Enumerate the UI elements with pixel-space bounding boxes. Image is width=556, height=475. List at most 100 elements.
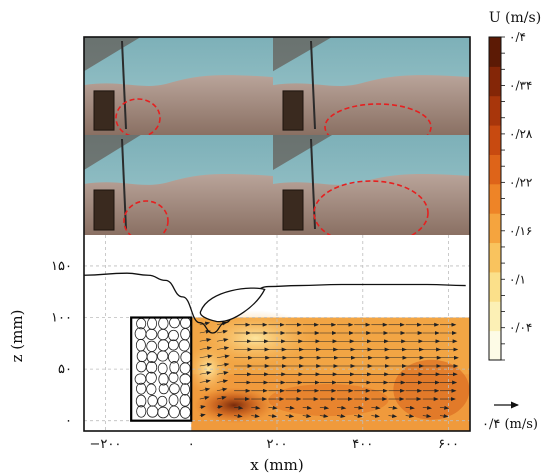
highlight-ellipse bbox=[313, 180, 429, 246]
colorbar-band bbox=[489, 330, 501, 361]
y-tick-label: ۵۰ bbox=[58, 362, 72, 377]
velocity-vector bbox=[199, 362, 213, 367]
plot-area: −۲۰۰ ۰ ۲۰۰ ۴۰۰ ۶۰۰ ۰ ۵۰ ۱۰۰ ۱۵۰ bbox=[51, 235, 470, 452]
photo-structure-block bbox=[282, 189, 304, 231]
porous-stone bbox=[158, 373, 169, 386]
velocity-vector bbox=[199, 405, 206, 410]
velocity-vector bbox=[302, 405, 312, 410]
porous-stone bbox=[157, 406, 169, 419]
photo-shadow bbox=[273, 37, 333, 72]
velocity-vector bbox=[199, 354, 213, 359]
velocity-vector bbox=[199, 387, 211, 392]
x-tick-label: ۶۰۰ bbox=[438, 437, 459, 452]
x-axis-label: x (mm) bbox=[250, 456, 303, 474]
photo-top-right bbox=[273, 37, 470, 151]
porous-stone bbox=[158, 383, 169, 395]
velocity-vector bbox=[371, 414, 380, 418]
velocity-vector bbox=[302, 414, 312, 418]
porous-stone bbox=[157, 350, 169, 362]
porous-stone bbox=[180, 383, 191, 396]
colorbar-band bbox=[489, 95, 501, 126]
reference-vector-label: ۰/۴ (m/s) bbox=[482, 417, 538, 432]
colorbar-tick-label: ۰/۱۶ bbox=[509, 224, 532, 238]
colorbar-band bbox=[489, 37, 501, 67]
colorbar-tick-label: ۰/۰۴ bbox=[509, 321, 532, 335]
porous-stone bbox=[146, 383, 157, 395]
colorbar-tick-label: ۰/۲۸ bbox=[509, 127, 533, 141]
photo-structure-block bbox=[93, 189, 115, 231]
x-axis-ticks: −۲۰۰ ۰ ۲۰۰ ۴۰۰ ۶۰۰ bbox=[90, 437, 460, 452]
velocity-vector bbox=[216, 371, 229, 375]
velocity-vector bbox=[216, 379, 229, 384]
colorbar-band bbox=[489, 242, 501, 273]
porous-stone bbox=[146, 351, 158, 364]
velocity-vector bbox=[199, 379, 211, 384]
porous-stone bbox=[169, 383, 180, 395]
velocity-vector bbox=[216, 362, 230, 367]
velocity-vector bbox=[216, 354, 230, 359]
velocity-vector bbox=[199, 413, 206, 418]
x-tick-label: ۲۰۰ bbox=[267, 437, 288, 452]
photo-bottom-right bbox=[273, 135, 470, 246]
velocity-vector bbox=[234, 405, 244, 410]
velocity-vector bbox=[199, 395, 210, 400]
porous-outline bbox=[130, 316, 193, 422]
velocity-vector bbox=[216, 405, 223, 410]
porous-structure bbox=[130, 316, 193, 422]
photo-water-body bbox=[84, 75, 273, 135]
photo-structure-block bbox=[93, 90, 115, 131]
porous-stone bbox=[146, 361, 158, 374]
porous-stone bbox=[168, 329, 179, 342]
colorbar-tick-label: ۰/۲۲ bbox=[509, 175, 532, 189]
velocity-vector bbox=[199, 321, 211, 326]
velocity-vector bbox=[439, 405, 450, 410]
colorbar-band bbox=[489, 271, 501, 302]
y-tick-label: ۱۰۰ bbox=[51, 311, 72, 326]
figure-frame bbox=[83, 36, 471, 432]
colorbar-title: U (m/s) bbox=[489, 10, 541, 26]
velocity-vector bbox=[199, 338, 212, 342]
velocity-vector bbox=[388, 414, 398, 418]
highlight-ellipse bbox=[324, 103, 432, 151]
breaking-wave-bubble bbox=[199, 287, 266, 323]
velocity-vector bbox=[216, 338, 229, 342]
velocity-vector bbox=[216, 395, 227, 400]
porous-stone bbox=[167, 350, 180, 364]
photo-probe-rod bbox=[310, 138, 316, 230]
colorbar-band bbox=[489, 66, 501, 97]
velocity-vector bbox=[216, 387, 228, 392]
photo-bottom-left bbox=[84, 135, 273, 242]
contour-dark-region bbox=[393, 359, 470, 420]
velocity-vector bbox=[216, 329, 228, 334]
velocity-vector bbox=[216, 346, 230, 351]
experiment-photos bbox=[84, 37, 470, 246]
colorbar-tick-label: ۰/۳۴ bbox=[509, 78, 532, 92]
x-tick-label: ۰ bbox=[188, 437, 195, 452]
velocity-vector bbox=[371, 405, 381, 410]
porous-stone bbox=[178, 339, 190, 352]
velocity-vector bbox=[337, 414, 346, 418]
y-axis-label: z (mm) bbox=[8, 310, 26, 363]
velocity-vectors bbox=[199, 321, 459, 418]
velocity-vector bbox=[319, 414, 329, 418]
porous-stone bbox=[168, 339, 179, 351]
velocity-vector bbox=[388, 405, 398, 410]
porous-stone bbox=[135, 382, 147, 395]
photo-structure-block bbox=[282, 90, 304, 131]
velocity-vector bbox=[268, 405, 278, 410]
x-tick-label: ۴۰۰ bbox=[352, 437, 373, 452]
x-tick-label: −۲۰۰ bbox=[90, 437, 122, 452]
photo-probe-rod bbox=[121, 40, 127, 130]
velocity-vector bbox=[422, 414, 432, 418]
photo-shadow bbox=[273, 135, 333, 170]
velocity-vector bbox=[216, 413, 223, 418]
free-surface-line bbox=[83, 272, 466, 334]
photo-shadow bbox=[84, 37, 141, 72]
y-tick-label: ۰ bbox=[65, 414, 72, 429]
colorbar-band bbox=[489, 301, 501, 332]
velocity-vector bbox=[251, 414, 260, 418]
photo-water-body bbox=[273, 174, 470, 235]
velocity-vector bbox=[285, 414, 295, 418]
velocity-vector bbox=[439, 414, 449, 418]
velocity-vector bbox=[251, 405, 261, 410]
